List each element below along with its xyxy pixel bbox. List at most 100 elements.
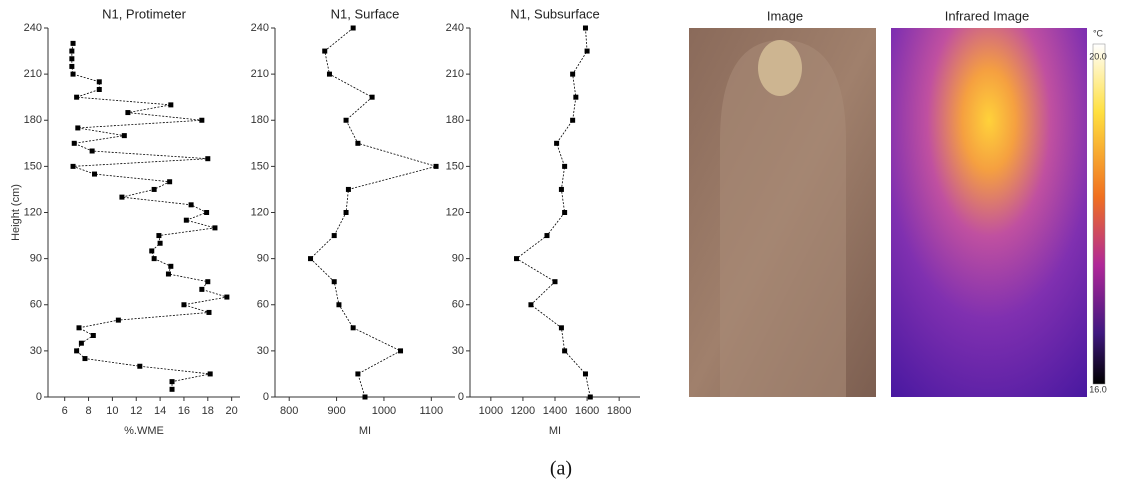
x-tick-label: 16 (178, 405, 190, 417)
point (355, 371, 361, 377)
x-tick-label: 14 (154, 405, 166, 417)
y-tick-label: 150 (251, 160, 269, 172)
chart-title: N1, Subsurface (510, 6, 600, 21)
arch (720, 40, 846, 397)
y-tick-label: 30 (452, 345, 464, 357)
point (121, 133, 127, 139)
point (562, 210, 568, 215)
y-tick-label: 0 (458, 391, 464, 403)
point (224, 294, 230, 300)
x-tick-label: 6 (62, 405, 68, 417)
x-tick-label: 8 (85, 405, 91, 417)
point (558, 325, 564, 331)
y-tick-label: 240 (24, 22, 42, 34)
point (582, 25, 588, 31)
point (204, 210, 210, 215)
point (149, 248, 155, 254)
point (137, 363, 143, 369)
point (70, 163, 76, 169)
point (570, 117, 576, 123)
x-tick-label: 1000 (372, 405, 396, 417)
point (587, 394, 593, 400)
colorbar-max: 20.0 (1089, 51, 1107, 61)
x-tick-label: 1800 (607, 405, 631, 417)
point (558, 186, 564, 192)
point (69, 63, 75, 69)
x-tick-label: 900 (327, 405, 345, 417)
point (69, 48, 75, 54)
colorbar-min: 16.0 (1089, 384, 1107, 394)
y-tick-label: 90 (30, 253, 42, 265)
point (90, 333, 96, 338)
point (199, 117, 205, 123)
point (331, 279, 337, 285)
point (115, 317, 121, 323)
y-tick-label: 120 (251, 206, 269, 218)
x-tick-label: 800 (280, 405, 298, 417)
y-axis-label: Height (cm) (10, 184, 22, 241)
point (125, 110, 131, 116)
point (96, 87, 102, 92)
point (308, 256, 314, 262)
y-tick-label: 0 (36, 391, 42, 403)
y-tick-label: 240 (251, 22, 269, 34)
point (514, 256, 520, 262)
point (70, 40, 76, 46)
y-tick-label: 180 (446, 114, 464, 126)
point (168, 263, 174, 269)
point (331, 233, 337, 239)
y-tick-label: 30 (30, 345, 42, 357)
point (369, 94, 375, 100)
point (554, 140, 560, 146)
halo (758, 40, 802, 96)
point (156, 233, 162, 239)
image-title: Image (767, 8, 803, 23)
point (350, 325, 356, 331)
point (119, 194, 125, 200)
point (355, 140, 361, 146)
y-tick-label: 60 (30, 299, 42, 311)
x-axis-label: MI (549, 425, 561, 437)
point (71, 140, 77, 146)
y-tick-label: 150 (24, 160, 42, 172)
profile-line (71, 43, 227, 390)
point (76, 325, 82, 331)
point (582, 371, 588, 377)
point (207, 371, 213, 377)
point (206, 309, 212, 315)
caption: (a) (550, 458, 572, 480)
x-tick-label: 1000 (479, 405, 503, 417)
y-tick-label: 240 (446, 22, 464, 34)
x-tick-label: 12 (130, 405, 142, 417)
point (562, 163, 568, 169)
y-tick-label: 90 (257, 253, 269, 265)
point (573, 94, 579, 100)
point (75, 125, 81, 131)
x-tick-label: 1200 (511, 405, 535, 417)
point (326, 71, 332, 77)
point (322, 48, 328, 54)
point (151, 256, 157, 262)
y-tick-label: 120 (24, 206, 42, 218)
y-tick-label: 180 (24, 114, 42, 126)
point (212, 225, 218, 231)
y-tick-label: 210 (251, 68, 269, 80)
y-tick-label: 60 (452, 299, 464, 311)
point (181, 302, 187, 308)
point (89, 148, 95, 154)
point (552, 279, 558, 285)
point (96, 79, 102, 85)
point (570, 71, 576, 77)
colorbar-unit: °C (1093, 28, 1104, 38)
point (165, 271, 171, 277)
x-tick-label: 20 (226, 405, 238, 417)
image-title: Infrared Image (945, 8, 1030, 23)
chart-title: N1, Protimeter (102, 6, 186, 21)
point (183, 217, 189, 223)
y-tick-label: 120 (446, 206, 464, 218)
x-tick-label: 1100 (419, 405, 443, 417)
point (562, 348, 568, 354)
x-tick-label: 1600 (575, 405, 599, 417)
point (188, 202, 194, 208)
